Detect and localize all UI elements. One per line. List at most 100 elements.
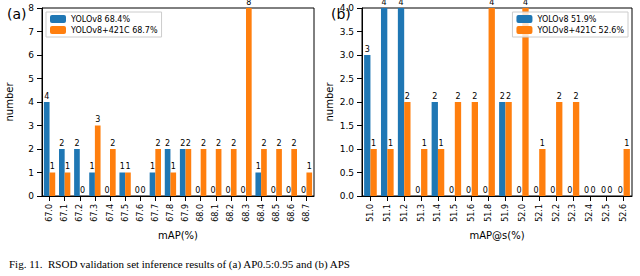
svg-text:1.0: 1.0 [340, 144, 355, 154]
svg-text:0: 0 [271, 186, 276, 195]
svg-text:(a): (a) [7, 6, 27, 22]
svg-text:2.5: 2.5 [340, 74, 354, 84]
svg-text:51.0: 51.0 [366, 204, 375, 222]
svg-text:2: 2 [292, 139, 297, 148]
svg-text:8: 8 [246, 0, 251, 7]
svg-text:67.6: 67.6 [136, 204, 145, 222]
svg-text:68.4: 68.4 [257, 204, 266, 222]
svg-text:2: 2 [261, 139, 266, 148]
svg-text:1: 1 [50, 162, 55, 171]
svg-text:0: 0 [607, 186, 612, 195]
svg-text:6: 6 [28, 50, 34, 60]
svg-text:1.5: 1.5 [340, 121, 354, 131]
svg-text:YOLOv8 68.4%: YOLOv8 68.4% [70, 15, 130, 24]
svg-text:2: 2 [500, 92, 505, 101]
svg-text:(b): (b) [331, 6, 351, 22]
svg-text:0: 0 [135, 186, 140, 195]
svg-text:2: 2 [110, 139, 115, 148]
svg-text:68.7: 68.7 [302, 204, 311, 222]
svg-text:51.3: 51.3 [417, 204, 426, 222]
svg-text:1: 1 [422, 139, 427, 148]
svg-text:67.5: 67.5 [121, 204, 130, 222]
svg-text:52.2: 52.2 [552, 204, 561, 222]
svg-text:68.6: 68.6 [287, 204, 296, 222]
svg-text:0: 0 [105, 186, 110, 195]
svg-text:0: 0 [301, 186, 306, 195]
svg-text:67.7: 67.7 [151, 204, 160, 222]
svg-text:0: 0 [567, 186, 572, 195]
svg-text:2: 2 [28, 144, 34, 154]
svg-text:4: 4 [44, 92, 49, 101]
svg-text:2: 2 [506, 92, 511, 101]
svg-text:51.5: 51.5 [450, 204, 459, 222]
svg-text:2: 2 [432, 92, 437, 101]
svg-text:1: 1 [624, 139, 629, 148]
svg-text:number: number [4, 82, 15, 122]
svg-text:2: 2 [59, 139, 64, 148]
svg-text:51.4: 51.4 [433, 204, 442, 222]
svg-text:2: 2 [165, 139, 170, 148]
svg-text:1: 1 [90, 162, 95, 171]
svg-text:68.1: 68.1 [211, 204, 220, 222]
svg-text:52.3: 52.3 [568, 204, 577, 222]
svg-text:67.9: 67.9 [181, 204, 190, 222]
svg-text:52.4: 52.4 [585, 204, 594, 222]
svg-text:1: 1 [125, 162, 130, 171]
svg-text:1: 1 [28, 168, 34, 178]
svg-text:67.2: 67.2 [75, 204, 84, 222]
svg-text:3: 3 [95, 115, 100, 124]
svg-text:4: 4 [489, 0, 494, 7]
svg-text:1: 1 [388, 139, 393, 148]
svg-text:2: 2 [156, 139, 161, 148]
svg-text:68.2: 68.2 [226, 204, 235, 222]
svg-text:0: 0 [584, 186, 589, 195]
svg-text:4: 4 [382, 0, 387, 7]
svg-text:0: 0 [533, 186, 538, 195]
svg-text:4: 4 [398, 0, 403, 7]
svg-text:2: 2 [201, 139, 206, 148]
svg-text:68.3: 68.3 [242, 204, 251, 222]
svg-text:1: 1 [256, 162, 261, 171]
svg-text:1: 1 [371, 139, 376, 148]
svg-text:51.9: 51.9 [501, 204, 510, 222]
svg-text:2: 2 [216, 139, 221, 148]
svg-text:YOLOv8+421C 52.6%: YOLOv8+421C 52.6% [536, 26, 624, 35]
svg-text:3: 3 [28, 121, 34, 131]
svg-text:YOLOv8 51.9%: YOLOv8 51.9% [536, 15, 596, 24]
svg-text:3: 3 [365, 45, 370, 54]
svg-text:5: 5 [28, 74, 34, 84]
svg-text:0.5: 0.5 [340, 168, 354, 178]
svg-text:1: 1 [65, 162, 70, 171]
svg-text:number: number [324, 82, 335, 122]
svg-text:0.0: 0.0 [340, 191, 355, 201]
svg-text:mAP@s(%): mAP@s(%) [469, 230, 524, 241]
svg-text:0: 0 [226, 186, 231, 195]
svg-text:2: 2 [277, 139, 282, 148]
svg-text:67.1: 67.1 [60, 204, 69, 222]
svg-text:0: 0 [618, 186, 623, 195]
svg-text:52.0: 52.0 [518, 204, 527, 222]
svg-text:2: 2 [557, 92, 562, 101]
svg-text:68.5: 68.5 [272, 204, 281, 222]
svg-text:2.0: 2.0 [340, 97, 355, 107]
svg-text:2: 2 [574, 92, 579, 101]
svg-text:2: 2 [74, 139, 79, 148]
svg-text:8: 8 [28, 3, 34, 13]
svg-text:2: 2 [472, 92, 477, 101]
svg-text:67.3: 67.3 [90, 204, 99, 222]
svg-text:7: 7 [28, 27, 34, 37]
svg-text:67.0: 67.0 [45, 204, 54, 222]
svg-text:52.6: 52.6 [619, 204, 628, 222]
svg-text:51.8: 51.8 [484, 204, 493, 222]
svg-text:YOLOv8+421C 68.7%: YOLOv8+421C 68.7% [70, 26, 158, 35]
svg-text:68.0: 68.0 [196, 204, 205, 222]
svg-text:51.2: 51.2 [400, 204, 409, 222]
svg-text:1: 1 [150, 162, 155, 171]
svg-text:0: 0 [28, 191, 34, 201]
svg-text:1: 1 [307, 162, 312, 171]
svg-text:52.1: 52.1 [535, 204, 544, 222]
svg-text:0: 0 [415, 186, 420, 195]
svg-text:0: 0 [141, 186, 146, 195]
svg-text:0: 0 [550, 186, 555, 195]
svg-text:1: 1 [171, 162, 176, 171]
